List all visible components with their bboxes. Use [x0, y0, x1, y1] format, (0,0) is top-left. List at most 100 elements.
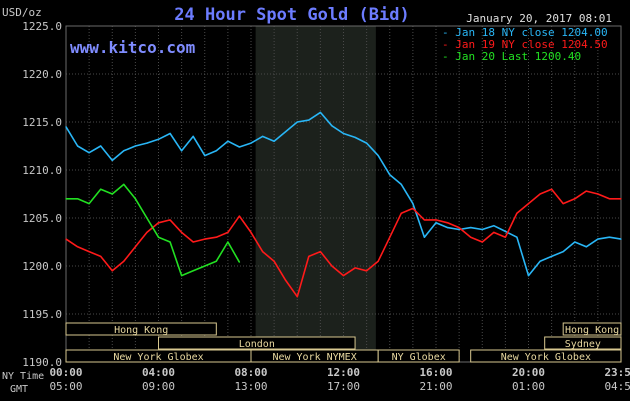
series-point-1 — [377, 155, 379, 157]
x-tick-label-gmt: 05:00 — [49, 380, 82, 393]
series-point-2 — [296, 296, 298, 298]
series-point-3 — [192, 270, 194, 272]
session-band-label: Sydney — [565, 339, 601, 350]
series-point-1 — [342, 132, 345, 135]
watermark: www.kitco.com — [70, 38, 196, 57]
series-point-1 — [261, 135, 264, 137]
series-point-2 — [516, 212, 518, 214]
series-point-3 — [88, 203, 90, 205]
session-band — [544, 336, 622, 350]
series-point-2 — [88, 251, 90, 253]
series-point-2 — [215, 236, 217, 238]
series-point-1 — [204, 155, 206, 157]
x-tick-label-ny: 08:00 — [234, 366, 267, 379]
x-tick-label-ny: 20:00 — [512, 366, 545, 379]
series-point-1 — [157, 138, 160, 140]
series-point-1 — [88, 152, 90, 154]
y-tick-label: 1200.0 — [22, 260, 62, 273]
series-point-2 — [458, 227, 460, 229]
session-band-label: NY Globex — [392, 352, 446, 363]
series-point-2 — [562, 203, 564, 205]
series-point-1 — [76, 145, 79, 147]
series-point-2 — [331, 265, 333, 267]
series-point-1 — [585, 246, 587, 248]
session-band — [562, 322, 622, 336]
session-band-label: New York NYMEX — [272, 352, 356, 363]
series-point-2 — [100, 255, 102, 257]
series-point-2 — [238, 215, 241, 217]
series-point-1 — [539, 260, 541, 262]
series-point-2 — [597, 193, 599, 195]
series-point-3 — [123, 183, 125, 185]
series-point-1 — [597, 238, 599, 240]
y-tick-label: 1205.0 — [22, 212, 62, 225]
series-point-1 — [470, 227, 472, 229]
y-tick-label: 1225.0 — [22, 20, 62, 33]
x-tick-label-ny: 16:00 — [419, 366, 452, 379]
series-point-2 — [446, 222, 449, 224]
series-point-1 — [215, 150, 217, 152]
x-tick-label-ny: 00:00 — [49, 366, 82, 379]
series-point-2 — [157, 222, 160, 224]
series-point-2 — [169, 219, 171, 221]
series-point-3 — [215, 260, 217, 262]
unit-label: USD/oz — [2, 6, 42, 19]
series-point-2 — [620, 198, 622, 200]
series-point-3 — [157, 236, 160, 238]
y-tick-label: 1210.0 — [22, 164, 62, 177]
series-point-1 — [134, 145, 136, 147]
legend-entry: - Jan 18 NY close 1204.00 — [442, 26, 608, 39]
series-point-2 — [551, 188, 553, 190]
series-point-2 — [504, 236, 506, 238]
series-point-2 — [123, 260, 125, 262]
series-point-1 — [238, 146, 241, 148]
series-point-2 — [192, 241, 194, 243]
series-point-2 — [146, 231, 148, 233]
date-label: January 20, 2017 08:01 — [466, 12, 612, 25]
series-point-2 — [366, 270, 368, 272]
series-point-2 — [493, 231, 495, 233]
series-point-3 — [134, 198, 136, 200]
session-band — [65, 322, 217, 336]
series-point-1 — [227, 140, 229, 142]
x-tick-label-ny: 04:00 — [142, 366, 175, 379]
chart-title: 24 Hour Spot Gold (Bid) — [174, 5, 409, 25]
series-point-2 — [481, 241, 483, 243]
series-point-2 — [134, 246, 136, 248]
series-point-1 — [354, 136, 356, 138]
series-point-2 — [76, 246, 79, 248]
series-point-2 — [435, 219, 437, 221]
series-point-1 — [412, 203, 414, 205]
series-point-1 — [319, 111, 321, 113]
series-point-1 — [504, 230, 506, 233]
series-point-1 — [146, 142, 148, 144]
session-band — [470, 349, 622, 363]
series-point-2 — [354, 267, 356, 269]
series-point-1 — [366, 142, 368, 144]
series-point-1 — [169, 132, 171, 135]
series-point-2 — [342, 275, 345, 277]
series-point-1 — [423, 236, 426, 238]
legend-entry: - Jan 19 NY close 1204.50 — [442, 38, 608, 51]
x-tick-label-ny: 23:59 — [604, 366, 630, 379]
series-point-1 — [250, 142, 252, 144]
session-band-label: New York Globex — [501, 352, 591, 363]
series-point-1 — [435, 222, 437, 224]
series-point-1 — [620, 238, 622, 240]
y-tick-label: 1190.0 — [22, 356, 62, 369]
session-band — [158, 336, 356, 350]
series-point-2 — [470, 236, 472, 238]
series-point-3 — [76, 198, 79, 200]
series-point-3 — [227, 241, 229, 243]
series-point-2 — [574, 198, 576, 200]
series-point-3 — [111, 193, 113, 195]
series-point-1 — [100, 145, 102, 147]
series-point-2 — [608, 198, 611, 200]
series-point-1 — [181, 150, 183, 152]
series-point-1 — [123, 150, 125, 152]
series-point-1 — [389, 174, 391, 176]
series-point-1 — [273, 140, 275, 142]
x-tick-label-gmt: 17:00 — [327, 380, 360, 393]
series-point-3 — [65, 198, 67, 200]
